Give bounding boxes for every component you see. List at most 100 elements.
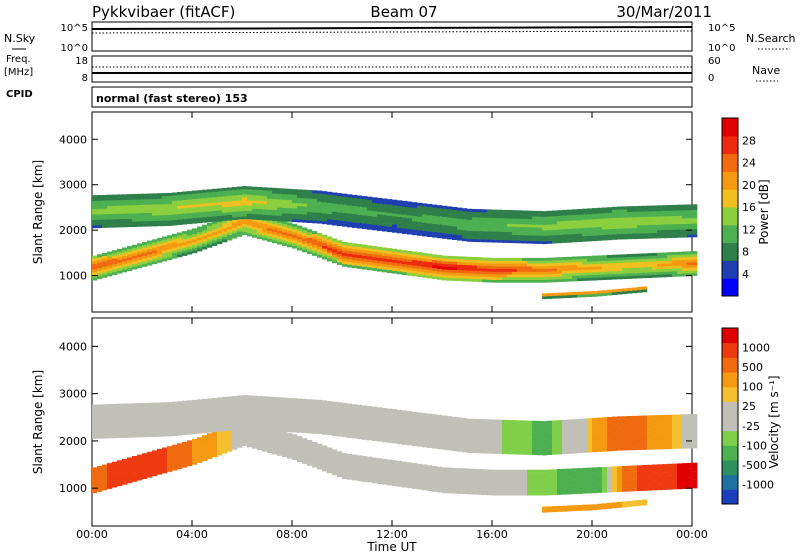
echo-cell (137, 431, 143, 435)
echo-cell (362, 422, 368, 426)
echo-cell (157, 463, 163, 467)
echo-cell (627, 211, 633, 215)
echo-cell (647, 473, 653, 477)
echo-cell (502, 209, 508, 213)
echo-cell (287, 205, 293, 209)
echo-cell (497, 257, 503, 261)
echo-cell (582, 269, 588, 273)
echo-cell (567, 270, 573, 274)
echo-cell (322, 196, 328, 200)
echo-cell (312, 244, 318, 248)
echo-cell (612, 223, 618, 227)
echo-cell (117, 262, 123, 266)
echo-cell (257, 233, 263, 237)
echo-cell (587, 490, 593, 494)
echo-cell (202, 235, 208, 239)
echo-cell (657, 269, 663, 272)
echo-cell (467, 491, 473, 495)
echo-cell (152, 408, 158, 412)
echo-cell (177, 216, 183, 220)
echo-cell (582, 258, 588, 262)
echo-cell (447, 228, 453, 232)
echo-cell (242, 412, 248, 416)
echo-cell (427, 206, 433, 210)
echo-cell (577, 473, 583, 477)
echo-cell (432, 276, 438, 280)
echo-cell (432, 265, 438, 269)
echo-cell (687, 254, 693, 257)
echo-cell (92, 490, 98, 494)
echo-cell (342, 207, 348, 211)
echo-cell (267, 413, 273, 417)
echo-cell (507, 229, 513, 233)
echo-cell (487, 444, 493, 448)
echo-cell (522, 489, 528, 493)
echo-cell (612, 292, 618, 295)
echo-cell (537, 449, 543, 453)
echo-cell (352, 471, 358, 475)
echo-cell (392, 431, 398, 435)
echo-cell (372, 460, 378, 464)
echo-cell (92, 197, 98, 201)
echo-cell (502, 215, 508, 219)
echo-cell (252, 229, 258, 233)
echo-cell (612, 260, 618, 264)
echo-cell (632, 227, 638, 231)
echo-cell (97, 483, 103, 487)
echo-cell (417, 463, 423, 467)
echo-cell (677, 204, 683, 208)
echo-cell (407, 468, 413, 472)
echo-cell (377, 225, 383, 229)
echo-cell (557, 420, 563, 424)
echo-cell (147, 251, 153, 255)
echo-cell (387, 204, 393, 208)
echo-cell (462, 476, 468, 480)
echo-cell (547, 483, 553, 487)
echo-cell (172, 203, 178, 207)
echo-cell (257, 444, 263, 448)
echo-cell (592, 426, 598, 430)
echo-cell (607, 436, 613, 440)
echo-cell (332, 249, 338, 253)
echo-cell (307, 206, 313, 210)
echo-cell (162, 470, 168, 474)
echo-cell (512, 431, 518, 435)
echo-cell (617, 433, 623, 437)
echo-cell (582, 490, 588, 494)
echo-cell (397, 441, 403, 445)
echo-cell (612, 489, 618, 493)
echo-cell (177, 194, 183, 198)
echo-cell (207, 426, 213, 430)
echo-cell (202, 421, 208, 425)
echo-cell (317, 463, 323, 467)
echo-cell (557, 431, 563, 435)
echo-cell (667, 221, 673, 225)
echo-cell (592, 440, 598, 444)
echo-cell (672, 213, 678, 217)
echo-cell (487, 419, 493, 423)
echo-cell (257, 214, 263, 218)
echo-cell (272, 437, 278, 441)
echo-cell (217, 232, 223, 236)
echo-cell (482, 492, 488, 496)
echo-cell (137, 199, 143, 203)
echo-cell (677, 223, 683, 227)
echo-cell (272, 434, 278, 438)
echo-cell (267, 187, 273, 191)
echo-cell (682, 223, 688, 227)
echo-cell (527, 486, 533, 490)
echo-cell (167, 198, 173, 202)
echo-cell (97, 480, 103, 484)
echo-cell (347, 465, 353, 469)
echo-cell (102, 475, 108, 479)
echo-cell (622, 480, 628, 484)
echo-cell (587, 238, 593, 242)
echo-cell (212, 221, 218, 225)
echo-cell (492, 492, 498, 496)
echo-cell (262, 445, 268, 449)
echo-cell (407, 209, 413, 213)
echo-cell (227, 399, 233, 403)
echo-cell (242, 191, 248, 195)
echo-cell (262, 226, 268, 230)
echo-cell (667, 226, 673, 230)
